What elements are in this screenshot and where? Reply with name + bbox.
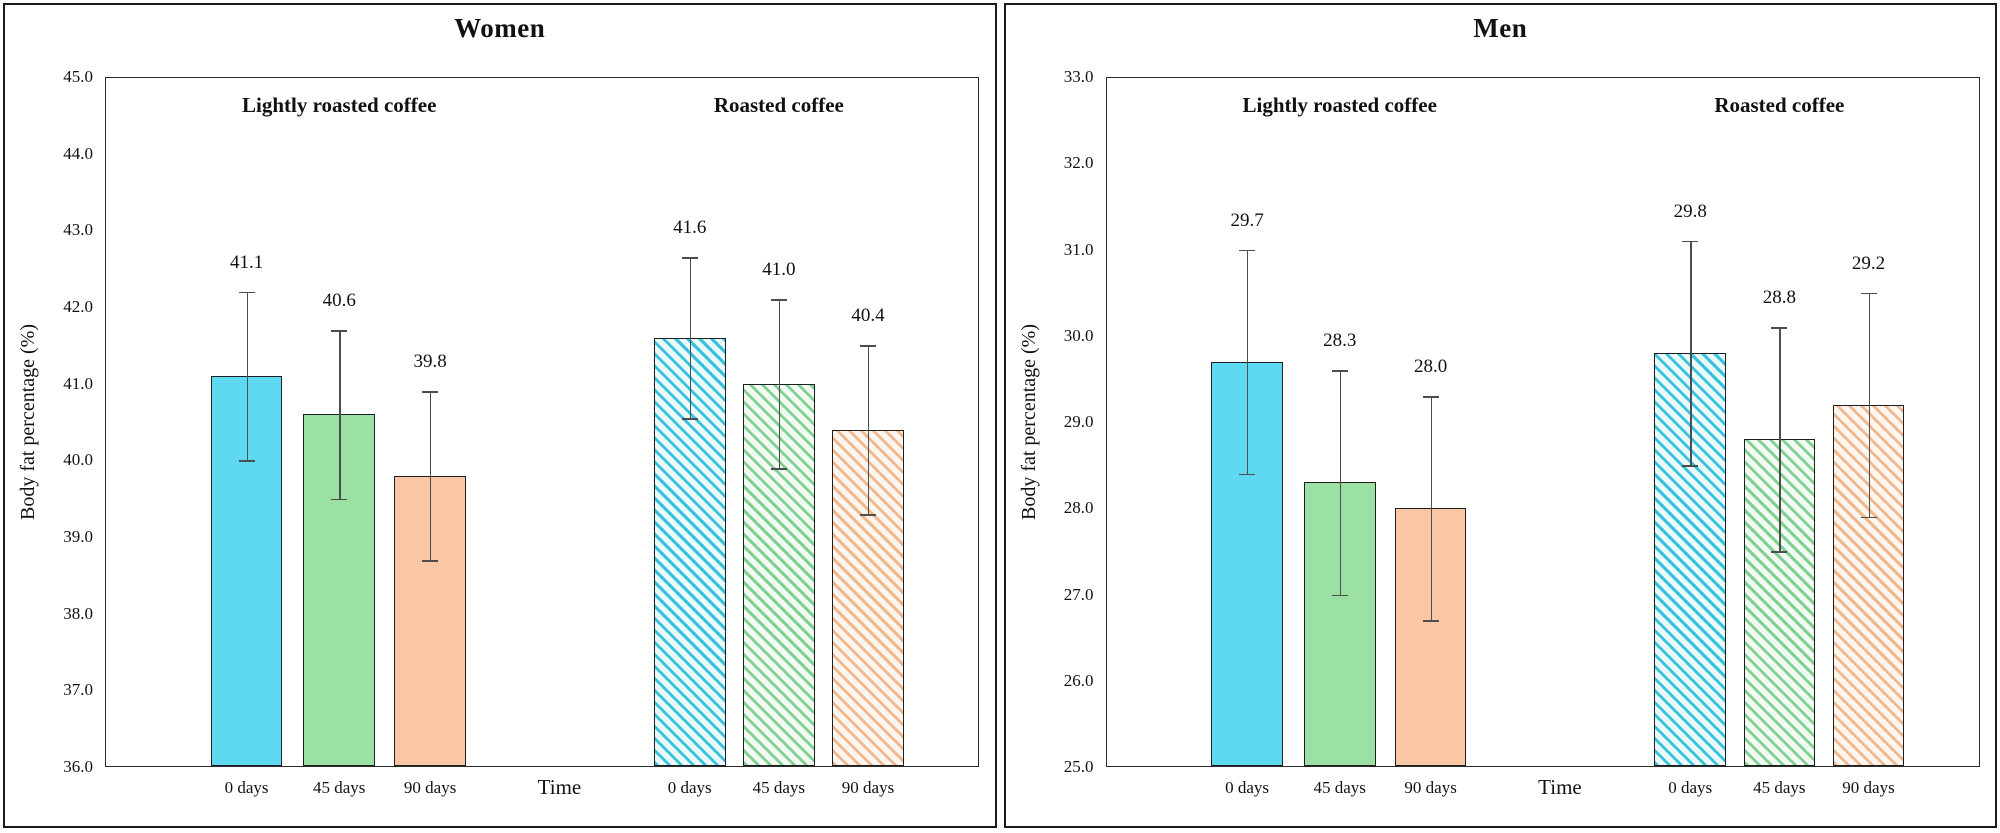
y-axis-title: Body fat percentage (%) [17, 323, 39, 521]
error-cap-bottom-men-lightly-roasted-coffee-90-days [1422, 620, 1439, 622]
error-bar-women-lightly-roasted-coffee-45-days [339, 330, 341, 499]
value-label-men-roasted-coffee-90-days: 29.2 [1851, 252, 1886, 274]
value-label-women-lightly-roasted-coffee-45-days: 40.6 [322, 290, 356, 311]
error-cap-top-men-roasted-coffee-0-days [1682, 240, 1699, 243]
bar-men-lightly-roasted-coffee-90-days [1394, 508, 1467, 766]
x-tick-label-men-roasted-coffee-90-days: 90 days [1842, 778, 1895, 797]
group-label-lightly-roasted-coffee: Lightly roasted coffee [242, 93, 437, 117]
value-label-men-roasted-coffee-45-days: 28.8 [1762, 287, 1796, 309]
bar-men-roasted-coffee-90-days [1832, 404, 1905, 766]
y-tick-label: 33.0 [1063, 67, 1094, 86]
error-cap-top-women-roasted-coffee-45-days [770, 299, 787, 301]
value-label-women-lightly-roasted-coffee-0-days: 41.1 [229, 251, 264, 273]
y-tick-label: 42.0 [63, 297, 93, 316]
error-cap-bottom-women-roasted-coffee-90-days [860, 514, 876, 516]
y-tick-label: 31.0 [1063, 239, 1094, 259]
error-cap-bottom-women-roasted-coffee-45-days [770, 468, 787, 470]
error-cap-top-men-lightly-roasted-coffee-90-days [1422, 396, 1439, 398]
error-cap-bottom-women-lightly-roasted-coffee-45-days [331, 498, 348, 501]
error-cap-bottom-women-roasted-coffee-0-days [681, 418, 698, 420]
error-cap-top-women-lightly-roasted-coffee-90-days [422, 391, 439, 393]
x-tick-label-women-lightly-roasted-coffee-45-days: 45 days [313, 778, 366, 797]
error-bar-men-roasted-coffee-90-days [1868, 292, 1870, 517]
group-label-roasted-coffee: Roasted coffee [713, 93, 844, 117]
error-cap-top-women-roasted-coffee-90-days [860, 345, 876, 347]
chart-panel-men: Men Body fat percentage (%) Time 33.0 32.… [1003, 3, 1997, 828]
value-label-women-roasted-coffee-90-days: 40.4 [851, 305, 885, 327]
error-bar-women-roasted-coffee-90-days [868, 345, 870, 514]
error-cap-bottom-men-roasted-coffee-45-days [1771, 551, 1788, 553]
x-tick-label-men-lightly-roasted-coffee-45-days: 45 days [1313, 778, 1366, 797]
error-bar-men-lightly-roasted-coffee-90-days [1430, 396, 1432, 621]
error-bar-women-lightly-roasted-coffee-90-days [430, 391, 432, 560]
error-cap-top-men-roasted-coffee-45-days [1771, 327, 1788, 329]
y-tick-label: 38.0 [63, 603, 93, 623]
error-cap-top-women-roasted-coffee-0-days [681, 257, 698, 259]
error-cap-bottom-men-roasted-coffee-90-days [1860, 516, 1877, 519]
y-tick-label: 30.0 [1063, 325, 1094, 345]
error-cap-top-women-lightly-roasted-coffee-0-days [238, 291, 255, 294]
x-tick-label-women-roasted-coffee-45-days: 45 days [752, 778, 806, 797]
error-bar-men-lightly-roasted-coffee-0-days [1247, 249, 1249, 474]
x-axis-title: Time [537, 775, 582, 799]
x-tick-label-men-lightly-roasted-coffee-0-days: 0 days [1225, 778, 1270, 797]
y-tick-label: 40.0 [63, 450, 93, 470]
y-tick-label: 45.0 [63, 67, 93, 86]
x-tick-label-women-lightly-roasted-coffee-90-days: 90 days [403, 778, 457, 797]
bar-women-lightly-roasted-coffee-90-days [394, 475, 466, 766]
chart-title: Men [1473, 13, 1528, 43]
y-tick-label: 39.0 [63, 527, 93, 546]
group-label-lightly-roasted-coffee: Lightly roasted coffee [1242, 93, 1437, 117]
error-cap-top-men-lightly-roasted-coffee-0-days [1239, 249, 1256, 252]
y-tick-label: 41.0 [63, 373, 93, 393]
x-tick-label-women-roasted-coffee-0-days: 0 days [667, 778, 712, 797]
error-cap-top-men-roasted-coffee-90-days [1860, 292, 1877, 295]
y-tick-label: 25.0 [1063, 757, 1094, 776]
error-cap-bottom-women-lightly-roasted-coffee-90-days [422, 560, 439, 562]
y-tick-label: 32.0 [1063, 153, 1094, 173]
error-bar-women-roasted-coffee-0-days [689, 257, 691, 419]
error-bar-men-roasted-coffee-45-days [1779, 327, 1781, 552]
value-label-men-lightly-roasted-coffee-45-days: 28.3 [1323, 330, 1357, 352]
chart-title: Women [454, 13, 546, 43]
error-bar-men-roasted-coffee-0-days [1690, 240, 1692, 466]
value-label-women-roasted-coffee-0-days: 41.6 [673, 217, 707, 239]
bar-women-roasted-coffee-90-days [832, 429, 904, 766]
y-tick-label: 28.0 [1063, 498, 1094, 518]
value-label-men-roasted-coffee-0-days: 29.8 [1673, 200, 1707, 222]
value-label-men-lightly-roasted-coffee-0-days: 29.7 [1230, 209, 1264, 231]
error-cap-bottom-men-roasted-coffee-0-days [1682, 465, 1699, 467]
bar-men-roasted-coffee-45-days [1743, 439, 1816, 766]
x-tick-label-women-lightly-roasted-coffee-0-days: 0 days [224, 778, 269, 797]
value-label-women-roasted-coffee-45-days: 41.0 [762, 259, 796, 281]
y-tick-label: 26.0 [1063, 670, 1094, 690]
error-cap-bottom-women-lightly-roasted-coffee-0-days [238, 460, 255, 462]
error-cap-top-women-lightly-roasted-coffee-45-days [331, 330, 348, 332]
x-tick-label-men-roasted-coffee-0-days: 0 days [1668, 778, 1713, 797]
x-axis-title: Time [1538, 775, 1582, 799]
value-label-women-lightly-roasted-coffee-90-days: 39.8 [413, 351, 447, 373]
group-label-roasted-coffee: Roasted coffee [1714, 93, 1845, 117]
y-tick-label: 43.0 [63, 220, 93, 240]
x-tick-label-men-lightly-roasted-coffee-90-days: 90 days [1404, 778, 1457, 797]
chart-panel-women: Women Body fat percentage (%) Time 45.0 4… [3, 3, 997, 828]
error-cap-bottom-men-lightly-roasted-coffee-45-days [1331, 594, 1348, 597]
y-tick-label: 37.0 [63, 680, 93, 700]
error-bar-men-lightly-roasted-coffee-45-days [1339, 370, 1342, 595]
y-tick-label: 29.0 [1063, 412, 1094, 431]
value-label-men-lightly-roasted-coffee-90-days: 28.0 [1414, 356, 1448, 378]
error-bar-women-roasted-coffee-45-days [778, 299, 781, 468]
y-tick-label: 27.0 [1063, 584, 1094, 604]
x-tick-label-men-roasted-coffee-45-days: 45 days [1753, 778, 1806, 797]
error-bar-women-lightly-roasted-coffee-0-days [246, 291, 248, 461]
bar-men-roasted-coffee-0-days [1654, 353, 1727, 766]
y-tick-label: 44.0 [63, 143, 93, 163]
x-tick-label-women-roasted-coffee-90-days: 90 days [841, 778, 895, 797]
error-cap-top-men-lightly-roasted-coffee-45-days [1331, 370, 1348, 372]
bar-women-roasted-coffee-0-days [653, 337, 726, 766]
y-tick-label: 36.0 [63, 757, 93, 776]
error-cap-bottom-men-lightly-roasted-coffee-0-days [1239, 473, 1256, 476]
